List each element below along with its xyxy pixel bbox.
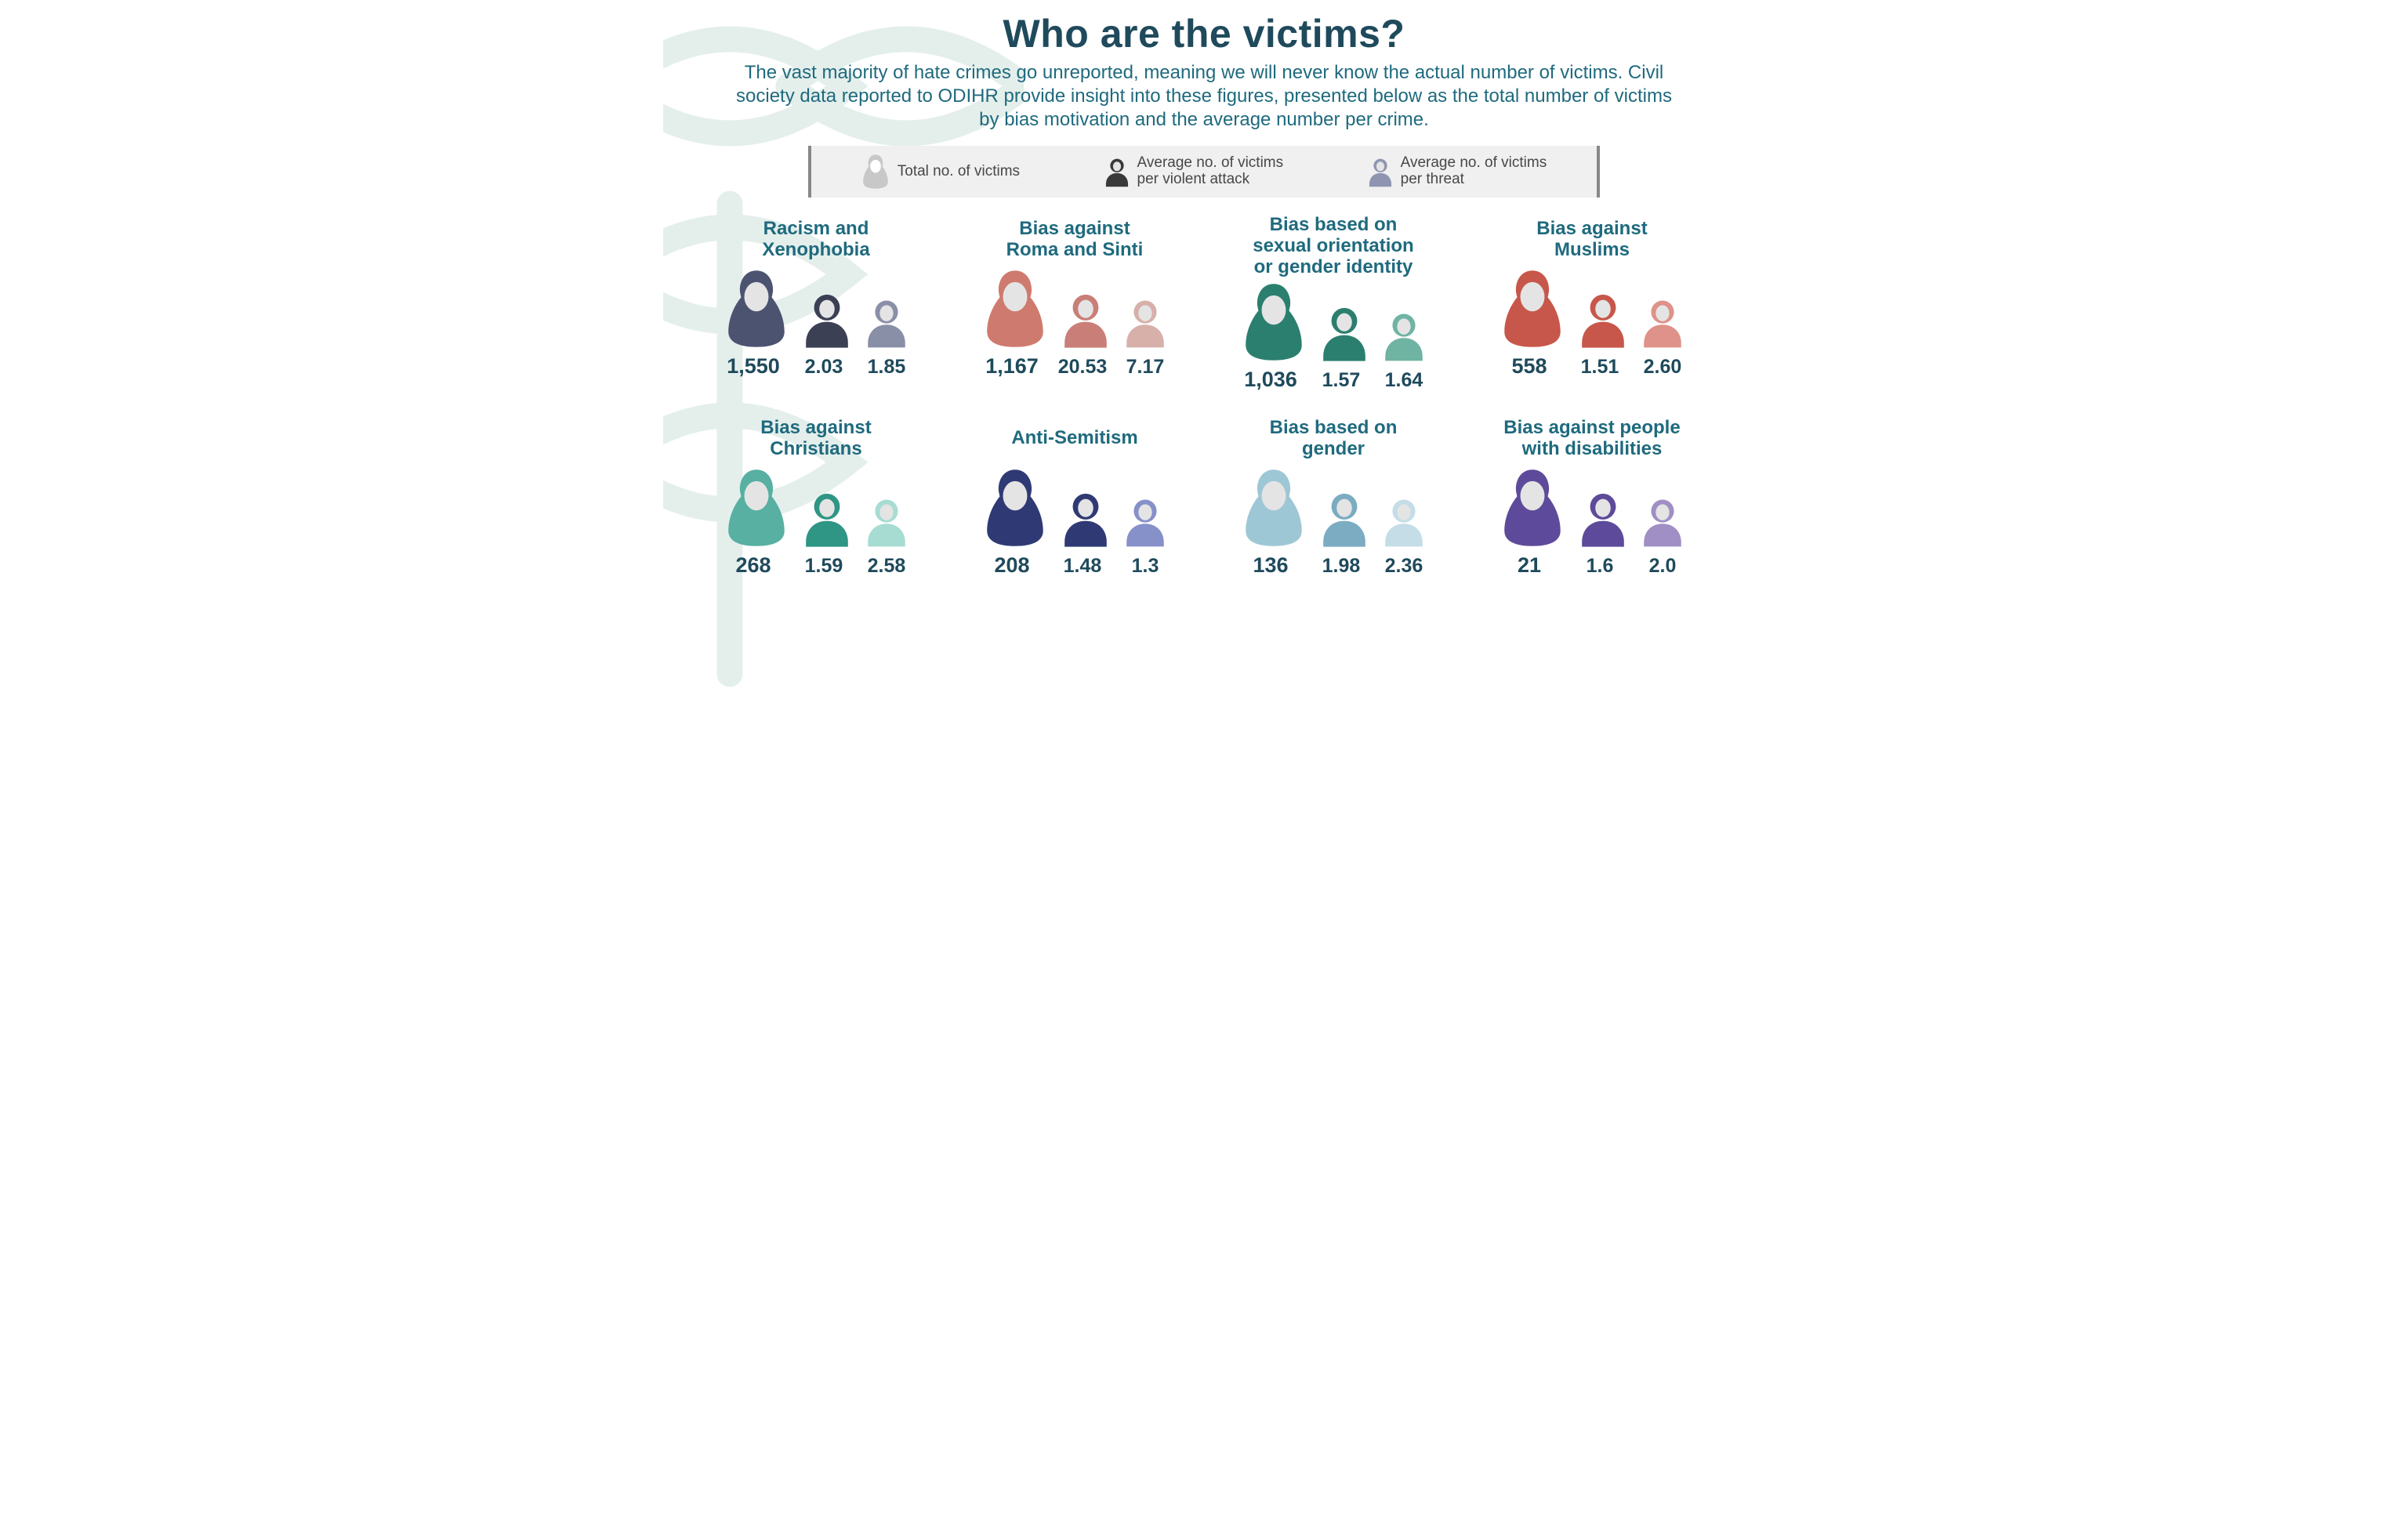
avg-threat-icon bbox=[1641, 494, 1684, 549]
total-victims-value: 268 bbox=[720, 553, 786, 578]
avg-attack-value: 2.03 bbox=[799, 356, 849, 379]
icon-row bbox=[724, 470, 908, 549]
avg-attack-icon bbox=[1061, 288, 1110, 350]
avg-attack-value: 1.57 bbox=[1316, 369, 1366, 392]
value-row: 1,036 1.57 1.64 bbox=[1238, 368, 1429, 392]
avg-threat-icon bbox=[1383, 308, 1425, 363]
category-card: Bias againstChristians 268 1.59 2.58 bbox=[702, 414, 930, 578]
total-victims-value: 136 bbox=[1238, 553, 1304, 578]
value-row: 21 1.6 2.0 bbox=[1496, 553, 1688, 578]
avg-threat-icon bbox=[1383, 494, 1425, 549]
category-heading: Bias based onsexual orientationor gender… bbox=[1253, 215, 1413, 278]
category-heading: Bias based ongender bbox=[1270, 414, 1398, 464]
category-card: Anti-Semitism 208 1.48 1.3 bbox=[961, 414, 1188, 578]
category-card: Bias against peoplewith disabilities 21 1… bbox=[1478, 414, 1706, 578]
avg-attack-value: 1.51 bbox=[1575, 356, 1625, 379]
legend-item: Average no. of victimsper threat bbox=[1368, 154, 1547, 189]
legend-label: Average no. of victimsper violent attack bbox=[1137, 155, 1284, 188]
total-victims-value: 21 bbox=[1496, 553, 1562, 578]
total-victims-icon bbox=[1500, 268, 1565, 350]
category-heading: Anti-Semitism bbox=[1011, 414, 1137, 464]
avg-attack-icon bbox=[803, 487, 851, 549]
avg-attack-value: 20.53 bbox=[1057, 356, 1108, 379]
legend-bar: Total no. of victims Average no. of vict… bbox=[808, 146, 1600, 198]
value-row: 1,550 2.03 1.85 bbox=[720, 354, 912, 379]
total-victims-icon bbox=[983, 467, 1047, 549]
avg-attack-value: 1.59 bbox=[799, 555, 849, 578]
total-victims-value: 1,036 bbox=[1238, 368, 1304, 392]
page-subtitle: The vast majority of hate crimes go unre… bbox=[734, 61, 1674, 132]
avg-attack-icon bbox=[1579, 487, 1627, 549]
icon-row bbox=[1242, 470, 1425, 549]
avg-threat-icon bbox=[865, 295, 908, 350]
category-card: Bias againstRoma and Sinti 1,167 20.53 7.1… bbox=[961, 215, 1188, 392]
avg-threat-value: 2.36 bbox=[1379, 555, 1429, 578]
legend-label: Total no. of victims bbox=[898, 164, 1020, 180]
icon-row bbox=[983, 470, 1166, 549]
attack-icon bbox=[1104, 154, 1130, 189]
total-victims-value: 208 bbox=[979, 553, 1045, 578]
value-row: 208 1.48 1.3 bbox=[979, 553, 1170, 578]
avg-attack-icon bbox=[1061, 487, 1110, 549]
icon-row bbox=[983, 271, 1166, 350]
total-victims-icon bbox=[983, 268, 1047, 350]
avg-threat-value: 1.64 bbox=[1379, 369, 1429, 392]
category-heading: Bias againstRoma and Sinti bbox=[1006, 215, 1144, 265]
category-card: Racism andXenophobia 1,550 2.03 1.85 bbox=[702, 215, 930, 392]
total-victims-value: 1,167 bbox=[979, 354, 1045, 379]
total-victims-value: 1,550 bbox=[720, 354, 786, 379]
icon-row bbox=[1500, 271, 1684, 350]
avg-attack-icon bbox=[1579, 288, 1627, 350]
avg-threat-icon bbox=[1641, 295, 1684, 350]
icon-row bbox=[1500, 470, 1684, 549]
avg-threat-icon bbox=[1124, 295, 1166, 350]
avg-attack-value: 1.48 bbox=[1057, 555, 1108, 578]
legend-item: Average no. of victimsper violent attack bbox=[1104, 154, 1284, 189]
page-title: Who are the victims? bbox=[702, 11, 1706, 56]
value-row: 1,167 20.53 7.17 bbox=[979, 354, 1170, 379]
avg-threat-value: 7.17 bbox=[1120, 356, 1170, 379]
avg-threat-value: 1.85 bbox=[861, 356, 912, 379]
avg-threat-icon bbox=[1124, 494, 1166, 549]
category-card: Bias based onsexual orientationor gender… bbox=[1220, 215, 1447, 392]
icon-row bbox=[724, 271, 908, 350]
category-heading: Bias against peoplewith disabilities bbox=[1503, 414, 1680, 464]
avg-threat-value: 1.3 bbox=[1120, 555, 1170, 578]
category-heading: Bias againstMuslims bbox=[1536, 215, 1647, 265]
category-card: Bias based ongender 136 1.98 2.36 bbox=[1220, 414, 1447, 578]
total-victims-icon bbox=[1242, 467, 1306, 549]
value-row: 268 1.59 2.58 bbox=[720, 553, 912, 578]
avg-attack-value: 1.98 bbox=[1316, 555, 1366, 578]
total-victims-value: 558 bbox=[1496, 354, 1562, 379]
category-card: Bias againstMuslims 558 1.51 2.60 bbox=[1478, 215, 1706, 392]
avg-attack-icon bbox=[803, 288, 851, 350]
avg-threat-value: 2.0 bbox=[1637, 555, 1688, 578]
avg-threat-value: 2.58 bbox=[861, 555, 912, 578]
avg-threat-icon bbox=[865, 494, 908, 549]
total-victims-icon bbox=[724, 268, 789, 350]
value-row: 136 1.98 2.36 bbox=[1238, 553, 1429, 578]
icon-row bbox=[1242, 284, 1425, 363]
avg-threat-value: 2.60 bbox=[1637, 356, 1688, 379]
threat-icon bbox=[1368, 154, 1393, 189]
legend-item: Total no. of victims bbox=[861, 152, 1020, 191]
avg-attack-icon bbox=[1320, 302, 1369, 363]
total-icon bbox=[861, 152, 890, 191]
total-victims-icon bbox=[1500, 467, 1565, 549]
avg-attack-value: 1.6 bbox=[1575, 555, 1625, 578]
legend-label: Average no. of victimsper threat bbox=[1401, 155, 1547, 188]
category-heading: Racism andXenophobia bbox=[762, 215, 869, 265]
category-grid: Racism andXenophobia 1,550 2.03 1.85 Bias a… bbox=[702, 215, 1706, 578]
value-row: 558 1.51 2.60 bbox=[1496, 354, 1688, 379]
total-victims-icon bbox=[1242, 281, 1306, 363]
category-heading: Bias againstChristians bbox=[760, 414, 871, 464]
total-victims-icon bbox=[724, 467, 789, 549]
avg-attack-icon bbox=[1320, 487, 1369, 549]
